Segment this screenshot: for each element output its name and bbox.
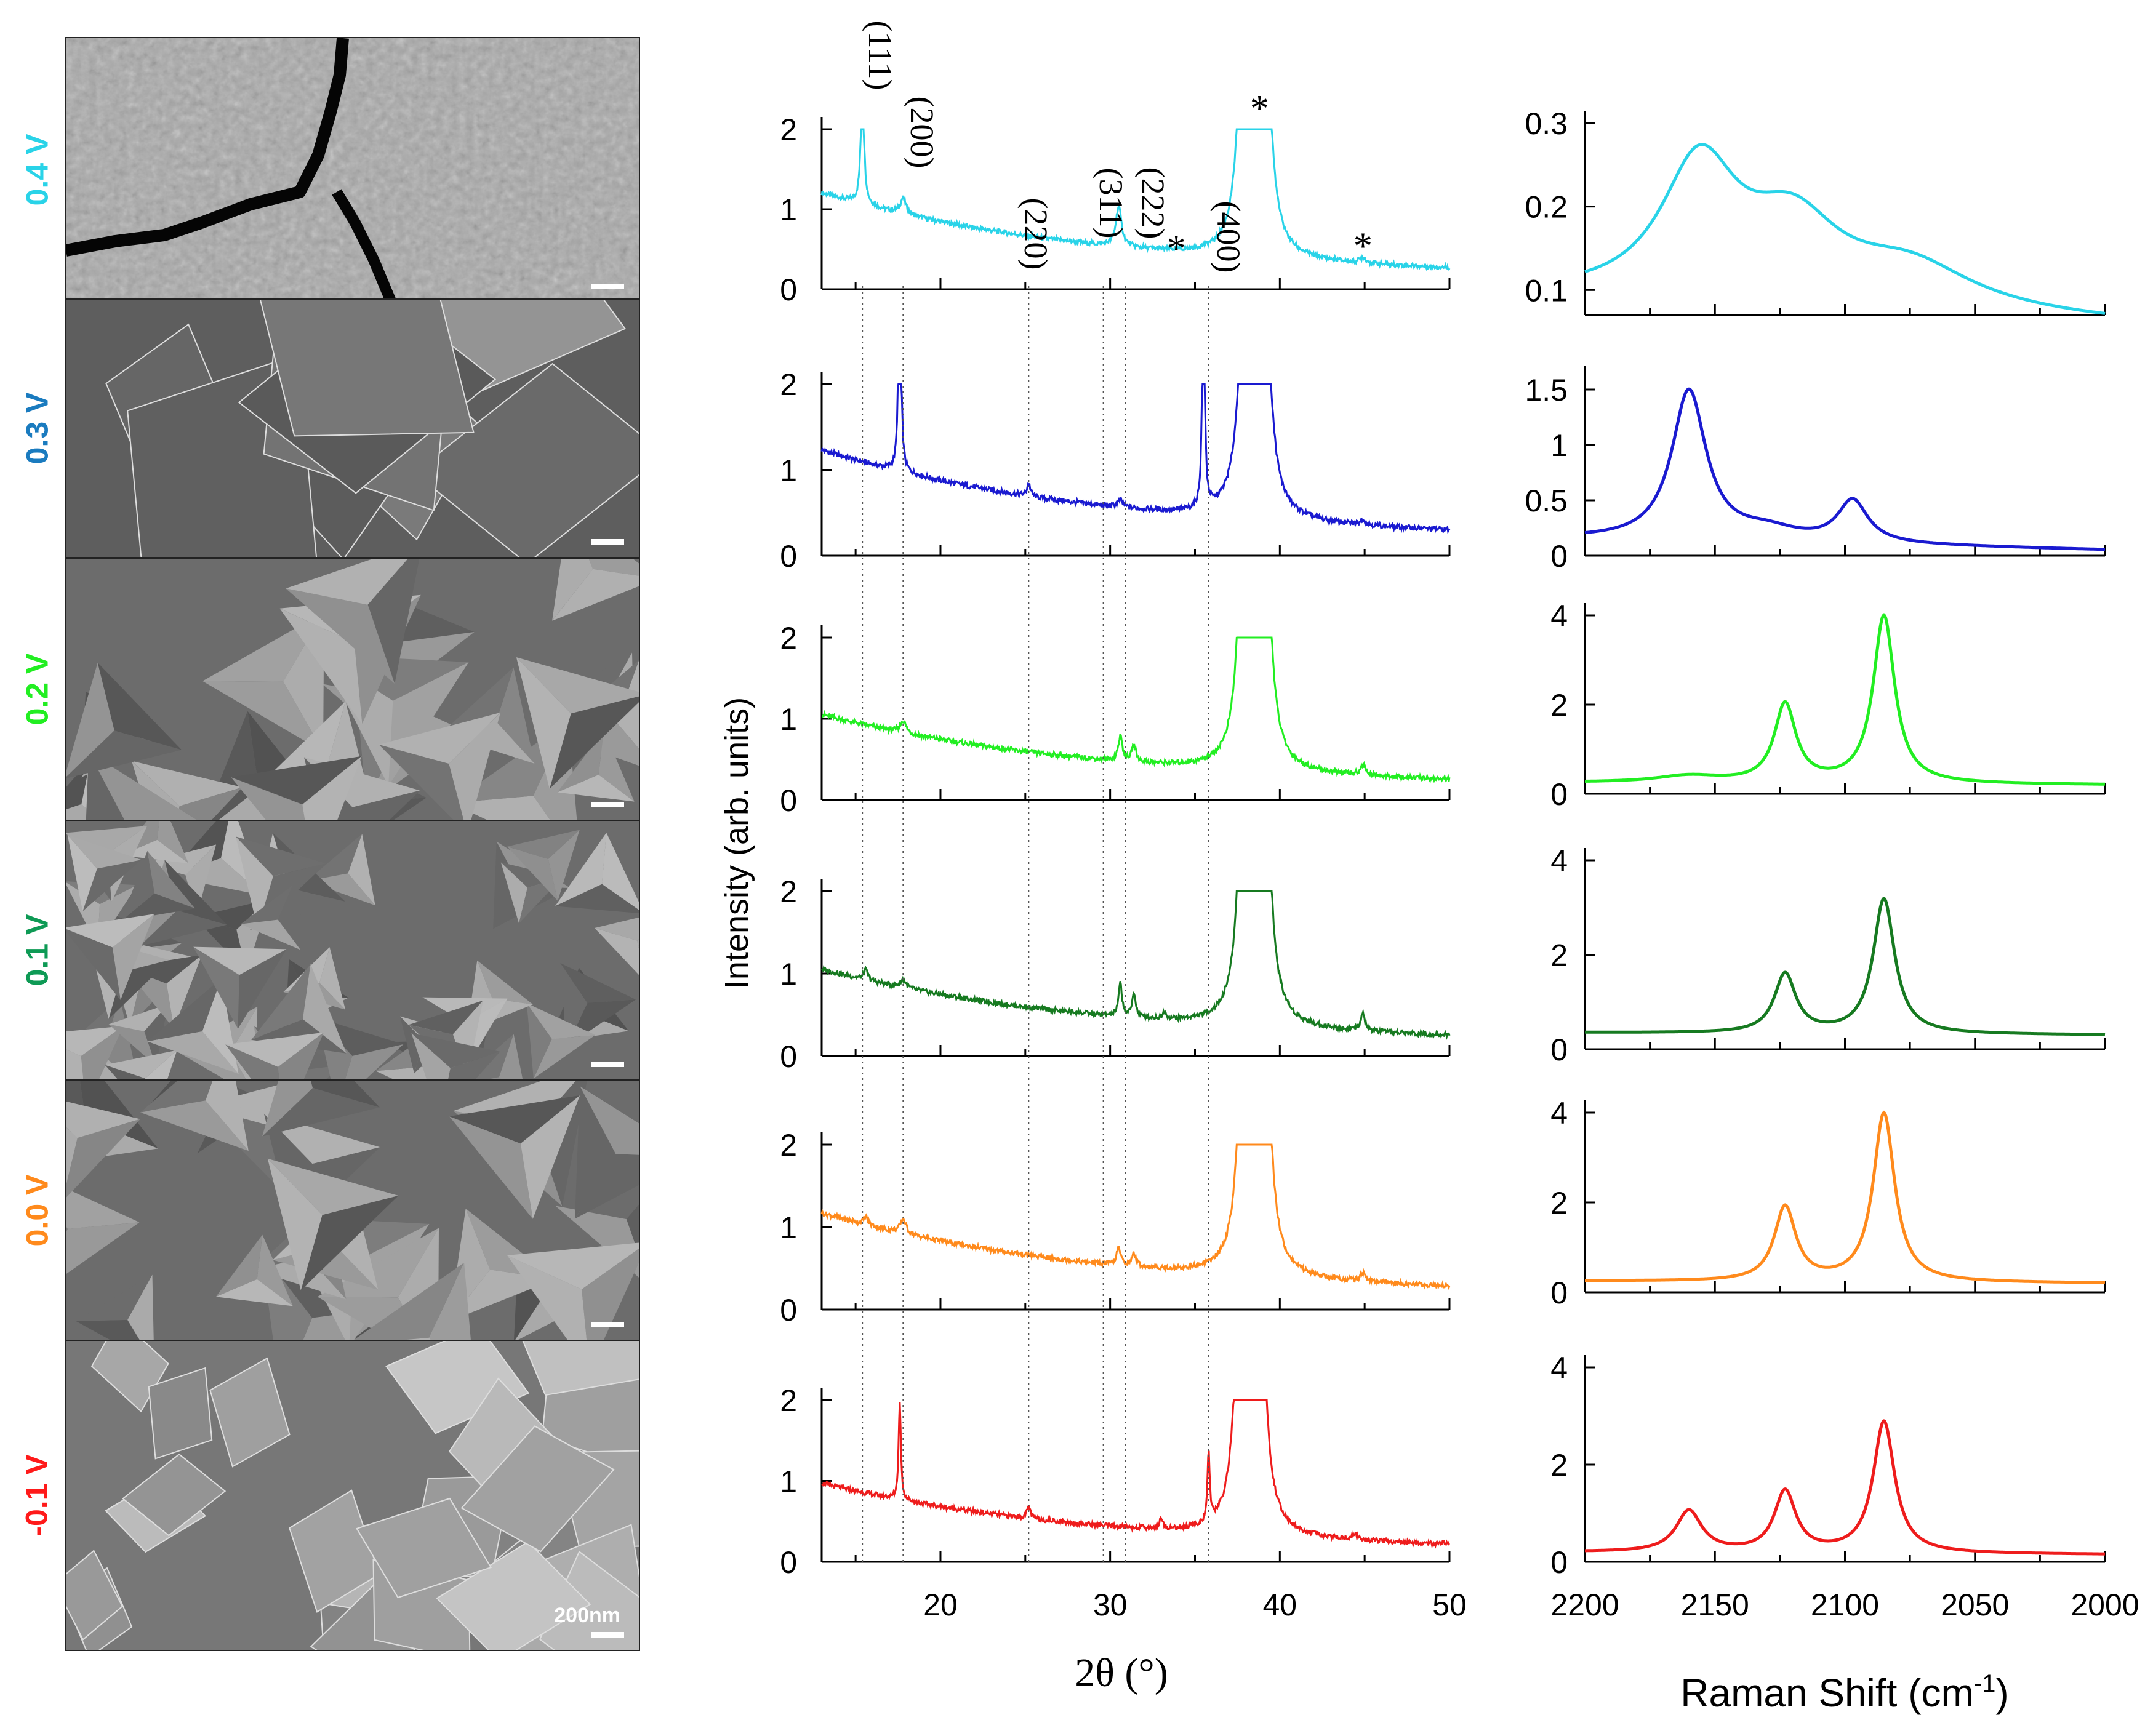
xrd-y-tick-label: 1 (780, 702, 797, 737)
substrate-marker: * (1167, 228, 1186, 270)
raman-y-tick-label: 0 (1550, 539, 1568, 574)
reflection-label: (220) (1017, 198, 1054, 270)
xrd-y-tick-label: 2 (780, 113, 797, 147)
raman-y-tick-label: 0 (1550, 1545, 1568, 1580)
xrd-y-tick-label: 0 (780, 1293, 797, 1327)
scale-bar-label: 200nm (554, 1604, 620, 1627)
xrd-x-tick-label: 50 (1432, 1588, 1467, 1622)
sem-image-pyramids-mixed (65, 1080, 640, 1341)
raman-series-line (1585, 1110, 2106, 1284)
xrd-y-tick-label: 0 (780, 539, 797, 574)
raman-y-tick-label: 1 (1550, 428, 1568, 463)
raman-x-tick-label: 2150 (1681, 1588, 1749, 1622)
raman-y-tick-label: 1.5 (1525, 373, 1568, 407)
raman-x-tick-label: 2100 (1811, 1588, 1879, 1622)
raman-y-tick-label: 2 (1550, 1186, 1568, 1220)
xrd-x-tick-label: 40 (1263, 1588, 1297, 1622)
reflection-label: (111) (862, 21, 899, 90)
raman-y-tick-label: 4 (1550, 844, 1568, 878)
xrd-y-tick-label: 2 (780, 874, 797, 909)
scale-bar (591, 284, 624, 289)
xrd-panel: 0 1 2 (780, 367, 1451, 574)
raman-series-line (1585, 613, 2106, 786)
xrd-y-tick-label: 1 (780, 1465, 797, 1499)
raman-y-tick-label: 0.2 (1525, 190, 1568, 225)
raman-x-axis-label: Raman Shift (cm-1) (1680, 1670, 2008, 1715)
substrate-marker: * (1250, 88, 1269, 130)
sem-image-crack (65, 37, 640, 303)
sem-image-cubes: 200nm (65, 1340, 640, 1651)
reflection-label: (311) (1093, 168, 1129, 239)
scale-bar (591, 1632, 624, 1638)
raman-panel: 0 0.5 1 1.5 (1525, 366, 2106, 574)
raman-y-tick-label: 0 (1550, 1033, 1568, 1067)
raman-series-line (1585, 1419, 2106, 1556)
sem-image-plates (65, 298, 640, 558)
reflection-label: (222) (1134, 167, 1171, 239)
xrd-series-line (821, 890, 1451, 1040)
raman-y-tick-label: 0 (1550, 777, 1568, 812)
scale-bar (591, 539, 624, 545)
xrd-y-tick-label: 2 (780, 1383, 797, 1418)
raman-series-line (1585, 896, 2106, 1036)
substrate-marker: * (1353, 226, 1373, 268)
xrd-y-tick-label: 0 (780, 1039, 797, 1074)
xrd-series-line (820, 128, 1451, 272)
xrd-series-line (820, 383, 1451, 535)
xrd-series-line (821, 1399, 1451, 1549)
xrd-series-line (821, 636, 1451, 784)
reflection-label: (400) (1210, 201, 1247, 273)
xrd-y-axis-label: Intensity (arb. units) (718, 697, 755, 989)
scale-bar (591, 1062, 624, 1067)
xrd-y-tick-label: 0 (780, 1545, 797, 1580)
reflection-label: (200) (904, 97, 940, 169)
raman-y-tick-label: 2 (1550, 938, 1568, 973)
raman-x-tick-label: 2200 (1550, 1588, 1619, 1622)
xrd-x-axis-label: 2θ (°) (1075, 1650, 1168, 1695)
raman-panel: 0 2 4 (1550, 599, 2106, 812)
raman-x-tick-label: 2000 (2071, 1588, 2139, 1622)
xrd-series-line (820, 1143, 1451, 1290)
raman-y-tick-label: 0.5 (1525, 484, 1568, 518)
raman-x-tick-label: 2050 (1941, 1588, 2009, 1622)
xrd-y-tick-label: 0 (780, 273, 797, 307)
xrd-y-tick-label: 0 (780, 783, 797, 818)
xrd-y-tick-label: 1 (780, 1210, 797, 1245)
xrd-y-tick-label: 1 (780, 454, 797, 488)
raman-panel: 0 2 4 (1550, 844, 2106, 1067)
xrd-y-tick-label: 2 (780, 367, 797, 402)
xrd-y-tick-label: 2 (780, 621, 797, 655)
xrd-y-tick-label: 1 (780, 957, 797, 991)
xrd-panel: 0 1 2 (780, 1128, 1451, 1327)
raman-series-line (1584, 143, 2106, 315)
xrd-x-tick-label: 20 (923, 1588, 958, 1622)
scale-bar (591, 802, 624, 807)
sem-image-pyramids-large (65, 558, 640, 821)
xrd-panel: 0 1 2 (780, 113, 1451, 307)
xrd-x-tick-label: 30 (1093, 1588, 1128, 1622)
raman-y-tick-label: 0.3 (1525, 106, 1568, 141)
xrd-y-tick-label: 1 (780, 193, 797, 227)
raman-y-tick-label: 0.1 (1525, 273, 1568, 308)
raman-y-tick-label: 4 (1550, 1096, 1568, 1130)
xrd-panel: 0 1 2 (780, 874, 1451, 1074)
xrd-panel: 0 1 2 (780, 621, 1451, 818)
raman-y-tick-label: 4 (1550, 599, 1568, 633)
raman-y-tick-label: 2 (1550, 688, 1568, 722)
raman-panel: 0 2 4 (1550, 1096, 2106, 1310)
raman-series-line (1584, 387, 2105, 551)
raman-y-tick-label: 4 (1550, 1351, 1568, 1385)
scale-bar (591, 1322, 624, 1327)
xrd-y-tick-label: 2 (780, 1128, 797, 1162)
xrd-panel: 0 1 2 (780, 1383, 1451, 1580)
raman-panel: 0.1 0.2 0.3 (1525, 106, 2106, 316)
raman-y-tick-label: 2 (1550, 1448, 1568, 1482)
raman-panel: 0 2 4 (1550, 1351, 2106, 1580)
raman-y-tick-label: 0 (1550, 1276, 1568, 1310)
